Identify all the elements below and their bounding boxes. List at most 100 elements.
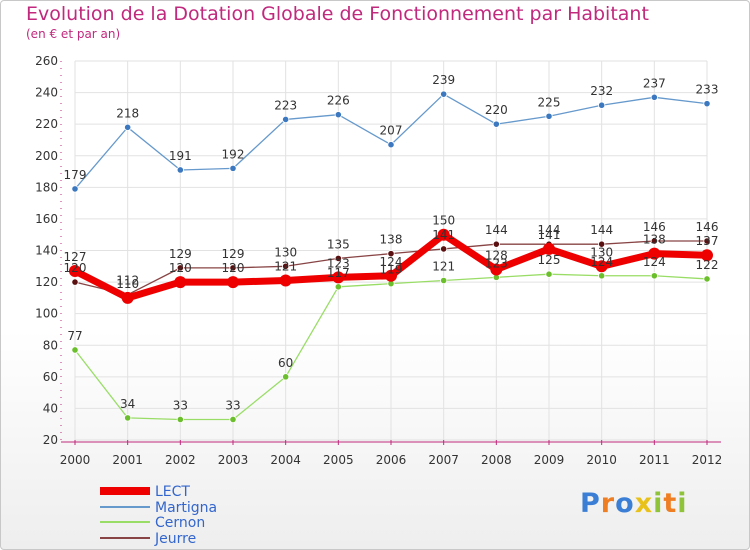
data-label-lect: 138: [643, 233, 666, 247]
point-jeurre: [282, 262, 290, 270]
data-label-martigna: 207: [380, 124, 403, 138]
point-martigna: [598, 101, 606, 109]
x-tick-label: 2005: [323, 453, 354, 467]
point-lect: [174, 276, 187, 289]
x-tick-label: 2008: [481, 453, 512, 467]
point-cernon: [229, 415, 237, 424]
data-label-cernon: 34: [120, 397, 135, 411]
point-jeurre: [229, 264, 237, 272]
data-label-martigna: 225: [538, 95, 561, 109]
logo-letter: i: [677, 488, 688, 519]
point-martigna: [282, 115, 290, 124]
data-label-jeurre: 120: [64, 261, 87, 275]
x-tick-label: 2003: [218, 453, 249, 467]
x-tick-label: 2000: [60, 453, 91, 467]
x-tick-label: 2011: [639, 453, 670, 467]
data-label-lect: 130: [590, 245, 613, 259]
data-label-jeurre: 144: [485, 223, 508, 237]
series-layer: [69, 90, 713, 424]
data-label-jeurre: 146: [696, 220, 719, 234]
data-label-martigna: 239: [432, 73, 455, 87]
point-lect: [701, 249, 713, 262]
data-label-cernon: 122: [696, 258, 719, 272]
x-tick-label: 2006: [376, 453, 407, 467]
point-martigna: [387, 141, 395, 149]
data-label-cernon: 33: [173, 398, 188, 412]
data-label-lect: 120: [222, 261, 245, 275]
chart-title: Evolution de la Dotation Globale de Fonc…: [26, 3, 649, 25]
data-label-lect: 137: [696, 234, 719, 248]
data-label-jeurre: 129: [169, 247, 192, 261]
point-cernon: [650, 272, 658, 280]
y-tick-label: 220: [35, 117, 58, 131]
x-tick-label: 2007: [428, 453, 459, 467]
data-label-cernon: 119: [380, 263, 403, 277]
point-martigna: [229, 164, 237, 172]
point-lect: [279, 274, 292, 287]
point-cernon: [703, 275, 711, 283]
logo-letter: o: [615, 488, 635, 519]
data-label-layer: 179 218 191 192 223 226 207 239 220 225 232 237 233 7…: [64, 73, 719, 412]
data-label-lect: 121: [274, 260, 297, 274]
point-jeurre: [176, 264, 184, 272]
y-tick-label: 20: [43, 433, 58, 447]
data-label-martigna: 192: [222, 147, 245, 161]
y-tick-label: 240: [35, 86, 58, 100]
data-label-lect: 124: [380, 255, 403, 269]
data-label-cernon: 124: [643, 255, 666, 269]
data-label-lect: 110: [116, 277, 139, 291]
x-tick-label: 2012: [692, 453, 723, 467]
data-label-cernon: 121: [432, 260, 455, 274]
x-tick-label: 2004: [270, 453, 301, 467]
point-cernon: [545, 270, 553, 278]
point-lect: [332, 271, 345, 284]
point-martigna: [176, 166, 184, 174]
point-jeurre: [334, 254, 342, 262]
y-tick-label: 60: [43, 370, 58, 384]
data-label-lect: 127: [64, 250, 87, 264]
point-jeurre: [387, 250, 395, 258]
data-label-martigna: 218: [116, 106, 139, 120]
point-jeurre: [598, 240, 606, 248]
point-cernon: [176, 415, 184, 424]
y-tick-label: 120: [35, 275, 58, 289]
proxiti-logo: Proxiti: [580, 488, 688, 519]
data-label-jeurre: 135: [327, 237, 350, 251]
data-label-martigna: 179: [64, 168, 87, 182]
point-lect: [490, 263, 503, 276]
point-martigna: [492, 120, 500, 128]
point-martigna: [71, 185, 79, 193]
logo-letter: P: [580, 488, 601, 519]
data-label-cernon: 117: [327, 266, 350, 280]
x-tick-label: 2002: [165, 453, 196, 467]
point-lect: [69, 265, 81, 278]
point-lect: [227, 276, 239, 289]
logo-letter: r: [600, 488, 616, 519]
logo-letter: x: [634, 488, 654, 519]
point-lect: [543, 242, 555, 255]
point-jeurre: [71, 278, 79, 286]
data-label-martigna: 226: [327, 94, 350, 108]
point-cernon: [282, 373, 290, 381]
point-jeurre: [440, 245, 448, 253]
point-jeurre: [492, 240, 500, 248]
data-label-martigna: 232: [590, 84, 613, 98]
y-tick-label: 180: [35, 180, 58, 194]
data-label-jeurre: 112: [116, 274, 139, 288]
point-cernon: [598, 272, 606, 280]
point-cernon: [440, 276, 448, 285]
point-martigna: [334, 111, 342, 119]
data-label-jeurre: 129: [222, 247, 245, 261]
data-label-cernon: 77: [67, 329, 82, 343]
legend-label-lect: LECT: [155, 484, 190, 500]
point-lect: [121, 291, 134, 304]
data-label-cernon: 60: [278, 356, 293, 370]
x-tick-label: 2001: [112, 453, 143, 467]
point-martigna: [124, 123, 132, 131]
data-label-martigna: 220: [485, 103, 508, 117]
point-jeurre: [703, 237, 711, 245]
legend-label-martigna: Martigna: [155, 500, 217, 516]
point-lect: [648, 247, 661, 260]
point-martigna: [703, 100, 711, 108]
